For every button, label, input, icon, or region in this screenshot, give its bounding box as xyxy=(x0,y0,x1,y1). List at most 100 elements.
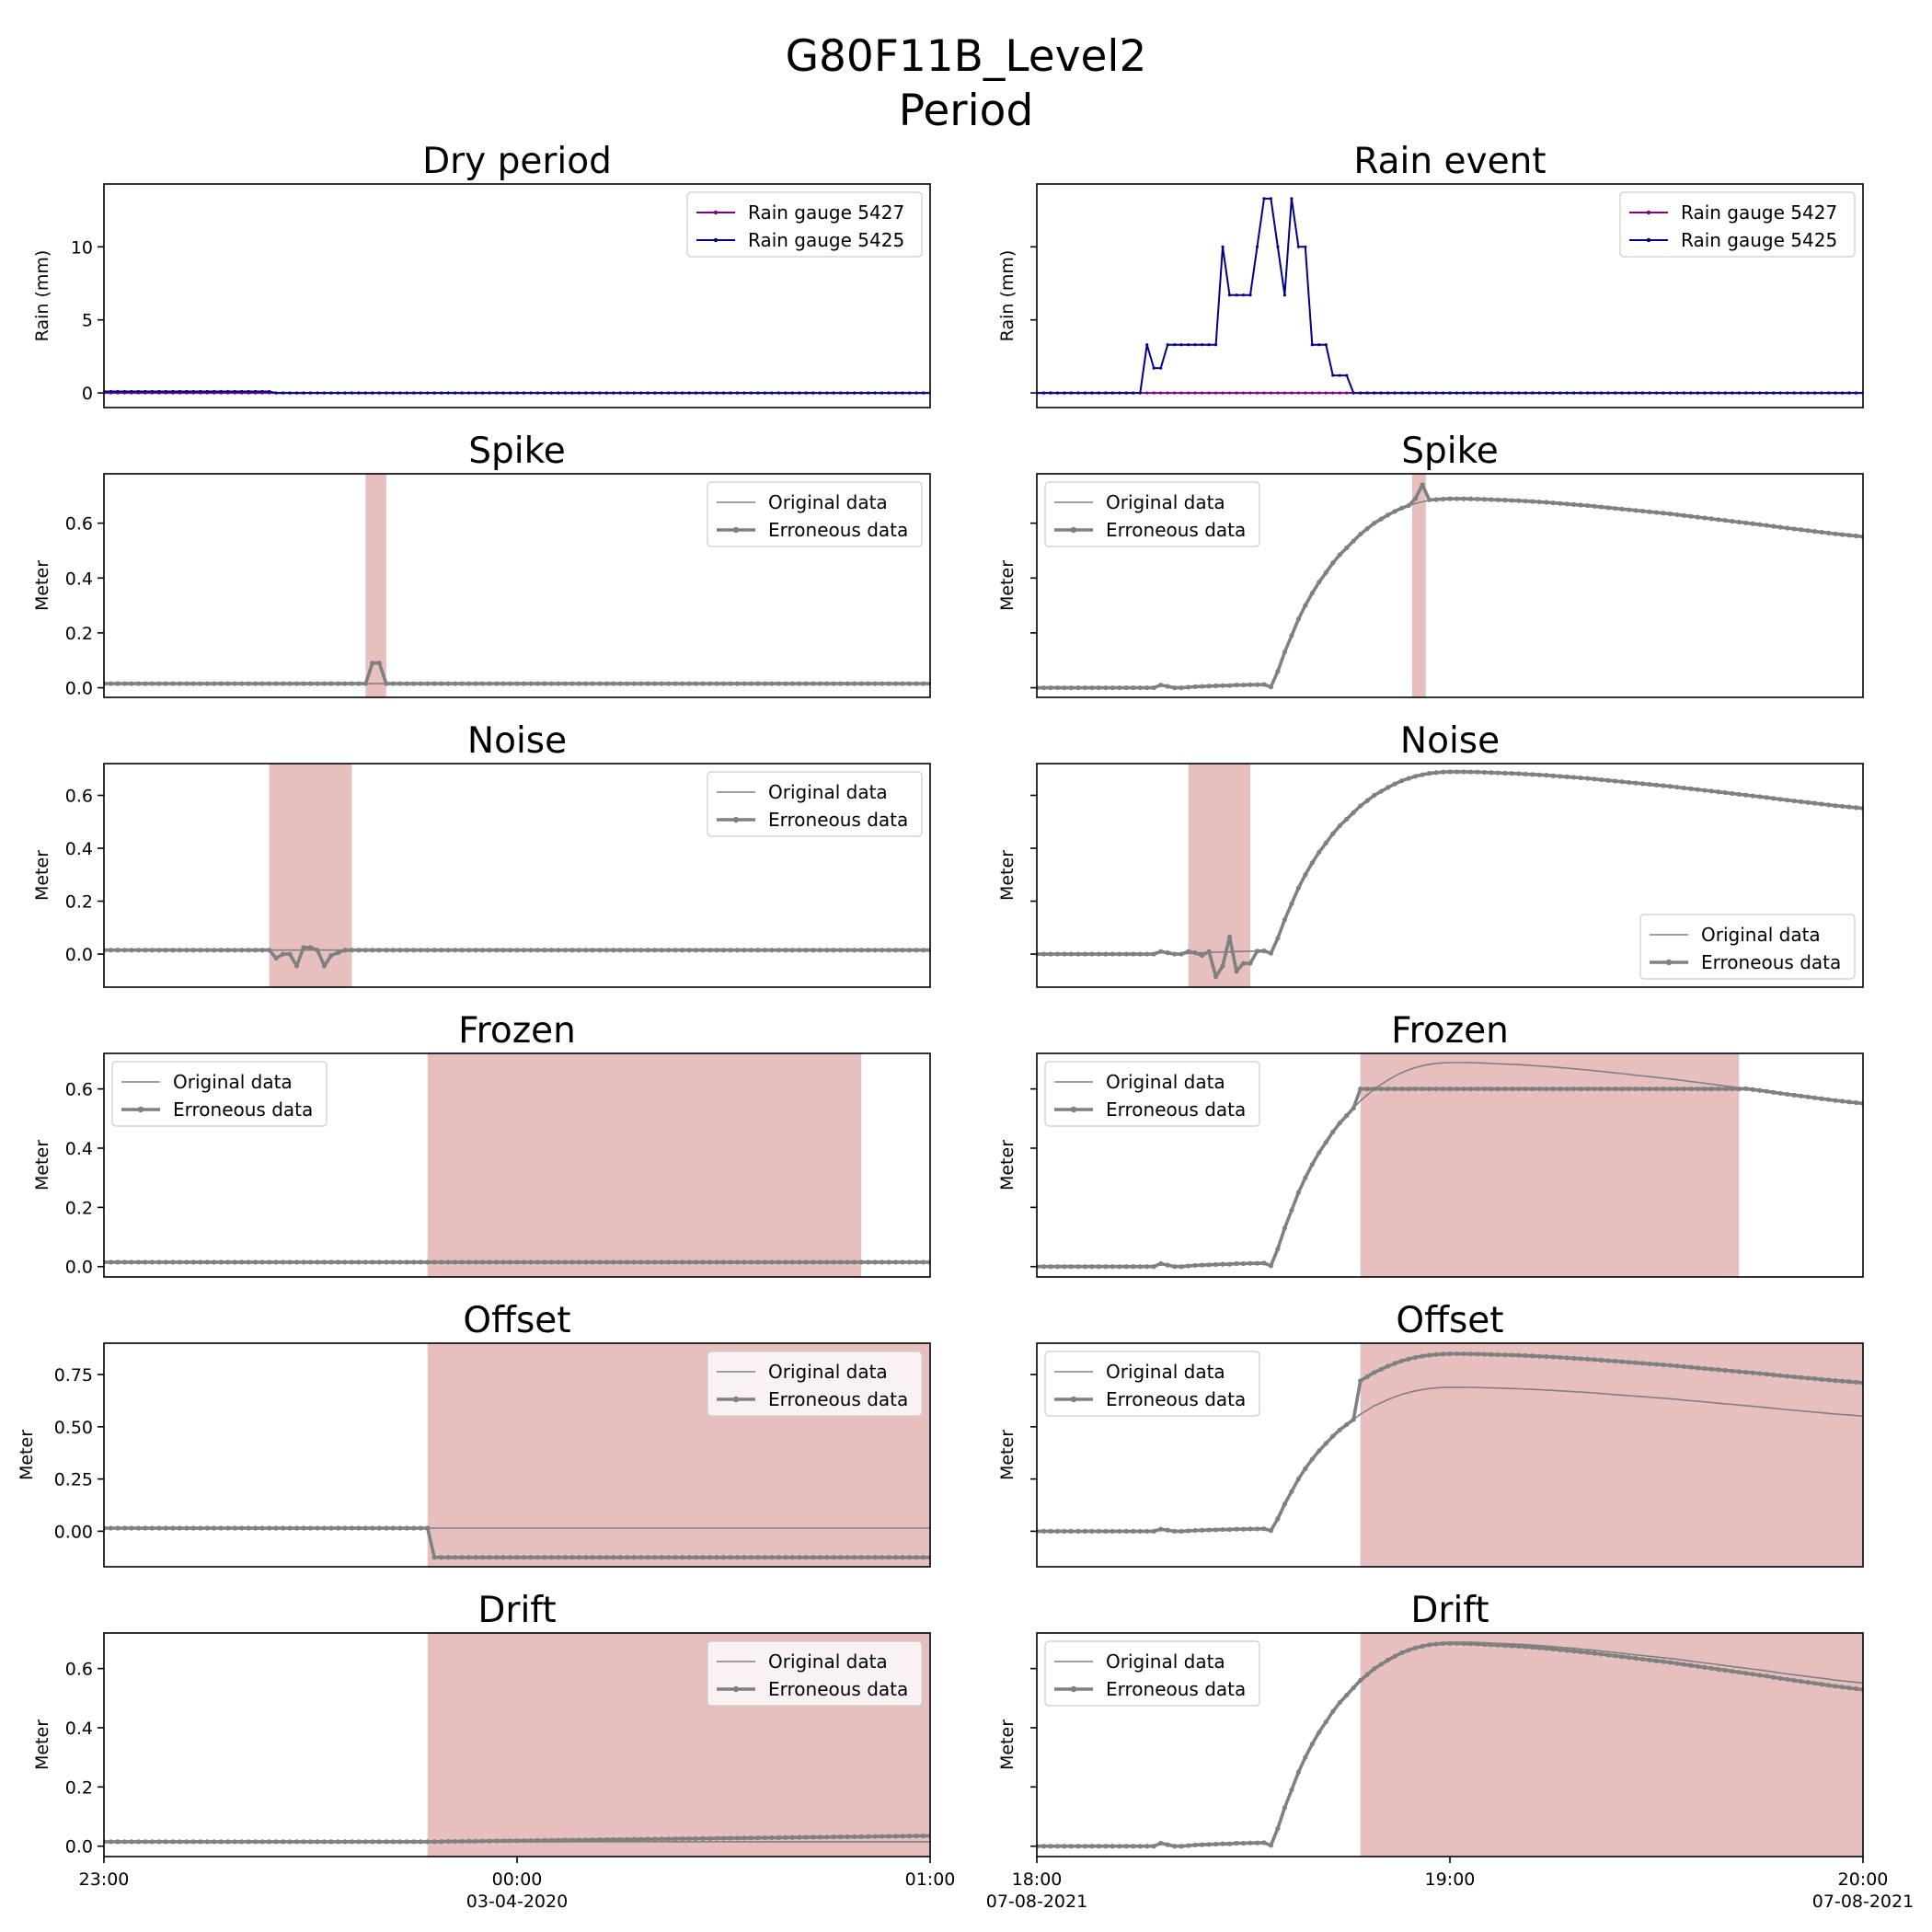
data-point xyxy=(445,1555,451,1560)
data-point xyxy=(714,948,719,953)
data-point xyxy=(1152,366,1156,370)
data-point xyxy=(1839,1685,1846,1690)
y-tick-label: 0.75 xyxy=(54,1365,93,1386)
data-point xyxy=(784,391,788,395)
data-point xyxy=(1730,1087,1735,1092)
data-point xyxy=(893,391,898,395)
data-point xyxy=(198,1525,203,1531)
data-point xyxy=(1317,849,1322,855)
data-point xyxy=(548,1259,555,1265)
data-point xyxy=(556,1259,561,1265)
data-point xyxy=(1772,391,1776,395)
data-point xyxy=(1227,293,1232,297)
data-point xyxy=(1041,391,1046,395)
data-point xyxy=(1633,1360,1639,1365)
data-point xyxy=(831,681,836,686)
y-tick-label: 0.0 xyxy=(65,679,93,699)
data-point xyxy=(267,681,272,686)
data-point xyxy=(267,948,272,953)
data-point xyxy=(597,1555,603,1560)
data-point xyxy=(1516,498,1522,503)
data-point xyxy=(459,1838,465,1845)
data-point xyxy=(507,1555,513,1560)
data-point xyxy=(1558,1354,1563,1361)
data-point xyxy=(163,1525,168,1531)
legend-box xyxy=(686,191,923,258)
data-point xyxy=(542,1555,547,1560)
plot-area xyxy=(1037,1640,1863,1849)
data-point xyxy=(734,1259,741,1265)
data-point xyxy=(1716,789,1721,795)
data-point xyxy=(529,391,533,395)
data-point xyxy=(1536,1087,1542,1092)
data-point xyxy=(1639,508,1646,514)
data-point xyxy=(734,681,741,686)
data-point xyxy=(1254,682,1260,687)
data-point xyxy=(1309,860,1315,866)
legend-label: Original data xyxy=(1701,924,1821,946)
data-point xyxy=(1062,1844,1067,1849)
data-point xyxy=(397,1525,403,1531)
data-point xyxy=(811,681,816,686)
data-point xyxy=(1674,1363,1680,1369)
data-point xyxy=(1179,951,1184,957)
data-point xyxy=(563,391,567,395)
data-point xyxy=(1681,512,1687,518)
data-point xyxy=(872,948,878,953)
data-point xyxy=(914,1259,919,1265)
data-point xyxy=(742,391,746,395)
data-point xyxy=(212,948,217,953)
data-point xyxy=(1399,778,1405,784)
y-tick-label: 0.6 xyxy=(65,787,93,807)
data-point xyxy=(1509,498,1514,503)
data-point xyxy=(1440,496,1446,502)
data-point xyxy=(488,391,491,395)
data-point xyxy=(1165,1262,1170,1268)
data-point xyxy=(1248,682,1253,687)
data-point xyxy=(1702,788,1708,793)
data-point xyxy=(405,391,408,395)
data-point xyxy=(570,391,574,395)
data-point xyxy=(293,963,300,969)
data-point xyxy=(135,948,142,953)
data-point xyxy=(273,681,279,686)
data-point xyxy=(714,681,719,686)
data-point xyxy=(343,391,347,395)
data-point xyxy=(342,681,348,686)
data-point xyxy=(121,948,128,953)
data-point xyxy=(293,681,300,686)
data-point xyxy=(1358,531,1363,537)
data-point xyxy=(1173,391,1177,395)
data-point xyxy=(1805,799,1811,805)
data-point xyxy=(239,1525,245,1531)
data-point xyxy=(611,1555,616,1560)
data-point xyxy=(1777,524,1783,530)
data-point xyxy=(514,1838,520,1844)
data-point xyxy=(1364,1672,1370,1677)
data-point xyxy=(900,1834,905,1839)
data-point xyxy=(1268,1263,1274,1269)
data-point xyxy=(1812,1095,1818,1100)
data-point xyxy=(1351,538,1356,544)
data-point xyxy=(129,1839,134,1845)
data-point xyxy=(507,948,513,953)
data-point xyxy=(1475,1641,1480,1647)
data-point xyxy=(1075,1528,1081,1534)
data-point xyxy=(556,1555,561,1560)
data-point xyxy=(1653,1362,1660,1367)
data-point xyxy=(109,389,113,394)
data-point xyxy=(1144,951,1150,957)
legend-marker xyxy=(1646,210,1651,215)
data-point xyxy=(1117,1264,1122,1270)
data-point xyxy=(459,1555,465,1560)
data-point xyxy=(1268,1843,1274,1848)
data-point xyxy=(1145,343,1149,347)
data-point xyxy=(1427,391,1432,395)
data-point xyxy=(1447,769,1453,775)
data-point xyxy=(583,1555,589,1560)
data-point xyxy=(1495,1351,1501,1358)
data-point xyxy=(1096,1528,1101,1534)
data-point xyxy=(1481,1641,1488,1647)
data-point xyxy=(487,1555,492,1560)
